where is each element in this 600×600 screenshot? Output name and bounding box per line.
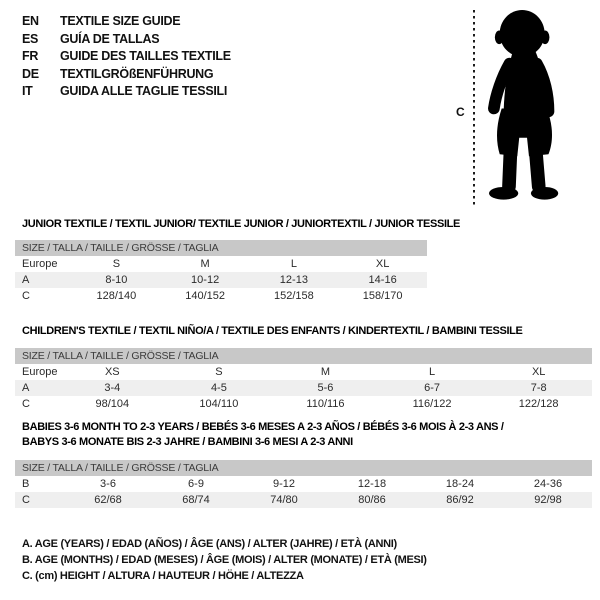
language-code: ES — [22, 31, 39, 46]
table-cell: 14-16 — [368, 274, 397, 286]
table-cell: 128/140 — [96, 290, 137, 302]
table-row: A 3-4 4-5 5-6 6-7 7-8 — [15, 380, 592, 396]
table-row: C 98/104 104/110 110/116 116/122 122/128 — [15, 396, 592, 412]
table-cell: 6-7 — [424, 382, 441, 394]
table-cell: L — [429, 366, 436, 378]
table-cell: S — [112, 258, 121, 270]
table-cell: 9-12 — [272, 478, 296, 490]
footnote-line: C. (cm) HEIGHT / ALTURA / HAUTEUR / HÖHE… — [22, 570, 304, 582]
table-cell: 122/128 — [518, 398, 559, 410]
children-size-table: SIZE / TALLA / TAILLE / GRÖSSE / TAGLIA E… — [15, 348, 592, 412]
table-cell: 6-9 — [188, 478, 204, 490]
babies-size-table: SIZE / TALLA / TAILLE / GRÖSSE / TAGLIA B… — [15, 460, 592, 508]
size-header-bar: SIZE / TALLA / TAILLE / GRÖSSE / TAGLIA — [15, 348, 592, 364]
table-cell: 3-4 — [104, 382, 121, 394]
table-cell: L — [290, 258, 297, 270]
language-code: FR — [22, 49, 39, 63]
language-label: GUÍA DE TALLAS — [60, 31, 160, 46]
size-header-bar: SIZE / TALLA / TAILLE / GRÖSSE / TAGLIA — [15, 240, 427, 256]
language-row: IT GUIDA ALLE TAGLIE TESSILI — [22, 83, 231, 101]
language-code: EN — [22, 14, 39, 28]
table-cell: 86/92 — [446, 494, 474, 506]
table-cell: 116/122 — [412, 398, 452, 410]
size-header-bar: SIZE / TALLA / TAILLE / GRÖSSE / TAGLIA — [15, 460, 592, 476]
table-row: C 128/140 140/152 152/158 158/170 — [15, 288, 427, 304]
children-section-title: CHILDREN'S TEXTILE / TEXTIL NIÑO/A / TEX… — [22, 325, 523, 337]
table-row: Europe XS S M L XL — [15, 364, 592, 380]
table-cell: XL — [531, 366, 546, 378]
table-cell: 12-18 — [357, 478, 387, 490]
height-measure-label: C — [456, 105, 465, 119]
footnote-line: A. AGE (YEARS) / EDAD (AÑOS) / ÂGE (ANS)… — [22, 538, 397, 550]
language-code: IT — [22, 84, 33, 98]
table-cell: 68/74 — [182, 494, 210, 506]
table-cell: 110/116 — [306, 398, 345, 410]
table-cell: 98/104 — [95, 398, 130, 410]
table-cell: M — [320, 366, 331, 378]
babies-section-title: BABIES 3-6 MONTH TO 2-3 YEARS / BEBÉS 3-… — [22, 421, 504, 448]
table-cell: 24-36 — [533, 478, 563, 490]
table-cell: 158/170 — [362, 290, 403, 302]
table-row: A 8-10 10-12 12-13 14-16 — [15, 272, 427, 288]
table-cell: 4-5 — [210, 382, 227, 394]
table-cell: 92/98 — [534, 494, 562, 506]
row-label: C — [22, 290, 30, 302]
table-cell: 10-12 — [191, 274, 220, 286]
table-cell: 152/158 — [273, 290, 314, 302]
table-cell: M — [200, 258, 210, 270]
table-cell: 104/110 — [199, 398, 239, 410]
language-label: TEXTILE SIZE GUIDE — [60, 14, 181, 28]
row-label: A — [22, 274, 30, 286]
table-cell: 5-6 — [317, 382, 334, 394]
row-label: B — [22, 478, 30, 490]
language-label: TEXTILGRÖßENFÜHRUNG — [60, 66, 214, 81]
language-label: GUIDE DES TAILLES TEXTILE — [60, 49, 231, 63]
table-cell: 18-24 — [445, 478, 475, 490]
toddler-silhouette-icon — [488, 9, 559, 200]
table-cell: 62/68 — [94, 494, 122, 506]
table-cell: 80/86 — [358, 494, 386, 506]
language-code: DE — [22, 66, 39, 81]
table-cell: 74/80 — [270, 494, 298, 506]
table-cell: S — [215, 366, 223, 378]
height-dotted-line — [473, 10, 475, 206]
language-row: EN TEXTILE SIZE GUIDE — [22, 13, 231, 31]
row-label: Europe — [22, 258, 58, 270]
language-row: ES GUÍA DE TALLAS — [22, 31, 231, 49]
table-row: Europe S M L XL — [15, 256, 427, 272]
table-row: B 3-6 6-9 9-12 12-18 18-24 24-36 — [15, 476, 592, 492]
table-cell: XL — [375, 258, 390, 270]
language-row: FR GUIDE DES TAILLES TEXTILE — [22, 48, 231, 66]
baby-figure: C — [440, 0, 600, 215]
table-cell: 12-13 — [279, 274, 308, 286]
language-label: GUIDA ALLE TAGLIE TESSILI — [60, 84, 228, 98]
footnote-list: A. AGE (YEARS) / EDAD (AÑOS) / ÂGE (ANS)… — [22, 536, 427, 584]
table-cell: 7-8 — [530, 382, 547, 394]
table-row: C 62/68 68/74 74/80 80/86 86/92 92/98 — [15, 492, 592, 508]
row-label: Europe — [22, 366, 58, 378]
row-label: C — [22, 398, 30, 410]
row-label: C — [22, 494, 30, 506]
table-cell: 3-6 — [100, 478, 116, 490]
row-label: A — [22, 382, 30, 394]
junior-size-table: SIZE / TALLA / TAILLE / GRÖSSE / TAGLIA E… — [15, 240, 427, 304]
table-cell: XS — [104, 366, 120, 378]
table-cell: 8-10 — [105, 274, 128, 286]
footnote-line: B. AGE (MONTHS) / EDAD (MESES) / ÂGE (MO… — [22, 554, 427, 566]
junior-section-title: JUNIOR TEXTILE / TEXTIL JUNIOR/ TEXTILE … — [22, 218, 461, 230]
language-row: DE TEXTILGRÖßENFÜHRUNG — [22, 66, 231, 84]
table-cell: 140/152 — [185, 290, 225, 302]
language-list: EN TEXTILE SIZE GUIDE ES GUÍA DE TALLAS FR GU… — [22, 13, 231, 101]
